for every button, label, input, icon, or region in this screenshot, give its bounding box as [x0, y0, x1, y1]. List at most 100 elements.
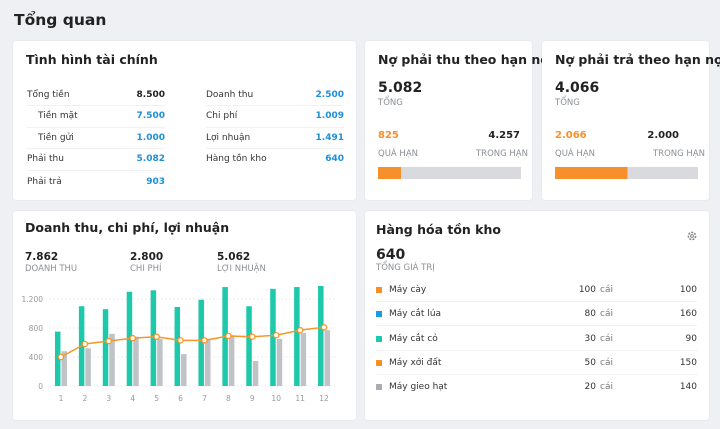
- bar: [276, 338, 283, 386]
- bar: [318, 285, 324, 386]
- item-value: 100: [679, 285, 697, 295]
- row-value: 8.500: [136, 90, 165, 100]
- line: [60, 326, 325, 358]
- line-point: [249, 333, 256, 340]
- legend-swatch: [376, 335, 382, 342]
- bar: [246, 306, 252, 386]
- bar: [228, 335, 235, 386]
- bar-segment: [378, 167, 402, 179]
- row-value: 640: [325, 154, 344, 164]
- chart-title: Doanh thu, chi phí, lợi nhuận: [25, 220, 230, 235]
- in-term-label: TRONG HẠN: [475, 149, 528, 159]
- finance-card: Tình hình tài chính Tổng tiền 8.500 Tiền…: [13, 41, 356, 200]
- item-unit: cái: [600, 357, 613, 368]
- row-label: Phải trả: [27, 177, 62, 187]
- card-title: Nợ phải trả theo hạn nợ: [555, 52, 720, 67]
- item-value: 140: [679, 382, 697, 393]
- line-point: [225, 332, 232, 340]
- x-tick-label: 10: [271, 394, 281, 403]
- item-qty: 20: [584, 382, 596, 393]
- item-name: Máy cày: [389, 285, 427, 295]
- settings-icon[interactable]: [686, 230, 698, 242]
- item-unit: cái: [600, 382, 613, 393]
- item-qty: 30: [584, 333, 596, 344]
- row-value: 903: [146, 177, 165, 187]
- item-value: 160: [679, 309, 697, 320]
- item-name: Máy cắt lúa: [389, 309, 442, 320]
- line-point: [153, 333, 160, 340]
- chart-card: Doanh thu, chi phí, lợi nhuận 7.862 DOAN…: [13, 211, 356, 420]
- separator: [27, 105, 165, 106]
- item-name: Máy cắt cỏ: [389, 333, 438, 344]
- overdue-label: QUÁ HẠN: [555, 149, 595, 159]
- x-tick-label: 4: [130, 394, 135, 403]
- separator: [376, 325, 697, 327]
- bar: [109, 333, 115, 386]
- bar: [204, 338, 211, 386]
- bar: [181, 354, 187, 386]
- row-value: 1.491: [315, 133, 344, 143]
- row-label: Doanh thu: [206, 90, 254, 100]
- line-point: [272, 332, 280, 339]
- separator: [376, 301, 697, 302]
- line-point: [81, 340, 89, 348]
- bar: [294, 287, 300, 386]
- line-point: [296, 326, 304, 334]
- y-tick-label: 800: [29, 324, 44, 333]
- x-tick-label: 11: [295, 394, 305, 403]
- y-tick-label: 1.200: [22, 295, 44, 304]
- item-value: 150: [679, 357, 697, 368]
- bar: [61, 351, 67, 386]
- x-tick-label: 9: [250, 394, 255, 403]
- stat-value: 5.062: [217, 251, 251, 263]
- x-tick-label: 2: [82, 394, 87, 403]
- in-term-label: TRONG HẠN: [652, 149, 705, 159]
- total-label: TỔNG GIÁ TRỊ: [376, 263, 435, 273]
- bar: [150, 290, 157, 386]
- legend-swatch: [376, 359, 382, 366]
- stat-value: 2.800: [130, 251, 164, 263]
- bar-segment: [555, 167, 628, 179]
- legend-swatch: [376, 287, 382, 293]
- item-unit: cái: [600, 333, 613, 344]
- item-value: 90: [685, 333, 697, 344]
- item-qty: 100: [578, 285, 596, 295]
- row-value: 5.082: [136, 154, 165, 164]
- row-label: Chi phí: [206, 111, 238, 121]
- bar: [324, 330, 331, 386]
- y-tick-label: 0: [38, 382, 43, 391]
- progress-bar: [378, 167, 521, 179]
- row-value: 1.009: [315, 111, 344, 121]
- overdue-value: 2.066: [555, 130, 587, 141]
- row-value: 1.000: [136, 133, 165, 143]
- row-label: Phải thu: [27, 154, 64, 164]
- separator: [206, 105, 344, 106]
- item-unit: cái: [600, 285, 613, 295]
- x-tick-label: 12: [319, 394, 329, 403]
- stat-label: CHI PHÍ: [130, 264, 162, 274]
- x-tick-label: 6: [178, 394, 183, 403]
- overdue-value: 825: [378, 130, 399, 141]
- x-tick-label: 8: [226, 394, 231, 403]
- card-title: Nợ phải thu theo hạn nợ: [378, 52, 549, 67]
- row-label: Tiền gửi: [38, 133, 74, 143]
- bar: [198, 299, 204, 386]
- bar: [102, 309, 109, 386]
- item-name: Máy gieo hạt: [389, 382, 448, 393]
- line-point: [129, 334, 136, 342]
- card-title: Tình hình tài chính: [26, 52, 158, 67]
- bar: [300, 333, 307, 386]
- item-name: Máy xới đất: [389, 357, 442, 368]
- bar: [270, 288, 276, 386]
- stat-label: LỢI NHUẬN: [217, 264, 266, 274]
- separator: [206, 148, 344, 149]
- line-point: [201, 337, 208, 344]
- x-tick-label: 3: [106, 394, 111, 403]
- bar: [174, 306, 181, 386]
- separator: [376, 349, 697, 351]
- separator: [27, 170, 165, 171]
- bar: [252, 360, 259, 386]
- line-point: [320, 324, 328, 331]
- inventory-card: Hàng hóa tồn kho 640 TỔNG GIÁ TRỊ Máy cà…: [365, 211, 709, 420]
